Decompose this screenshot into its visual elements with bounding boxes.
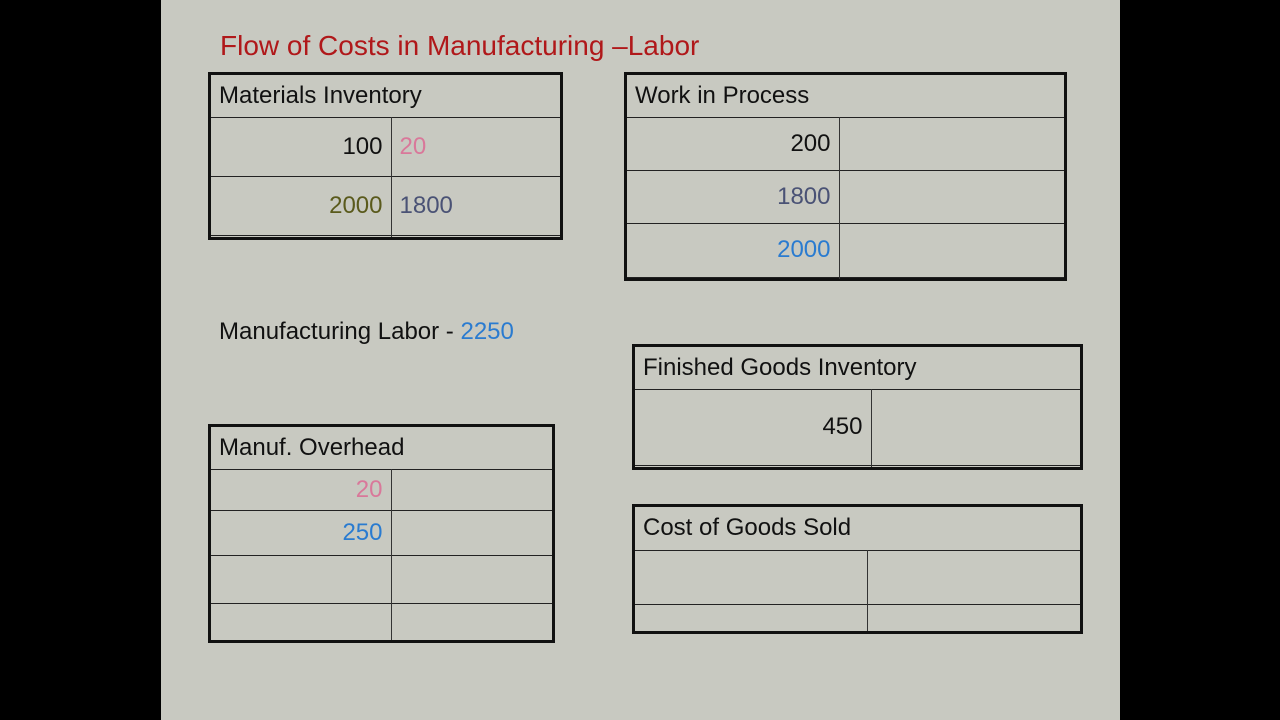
t-account-finished-goods-inventory: Finished Goods Inventory 450 xyxy=(632,344,1083,470)
debit-cell: 200 xyxy=(627,116,840,171)
debit-cell: 100 xyxy=(211,116,392,177)
t-account-materials-inventory: Materials Inventory 100 20 2000 1800 xyxy=(208,72,563,240)
debit-cell: 20 xyxy=(211,468,392,510)
credit-cell: 20 xyxy=(391,116,560,177)
credit-cell xyxy=(391,468,552,510)
credit-cell xyxy=(867,549,1080,604)
account-title: Manuf. Overhead xyxy=(219,433,405,461)
credit-cell xyxy=(867,603,1080,631)
t-account-manuf-overhead: Manuf. Overhead 20 250 xyxy=(208,424,555,643)
account-title: Work in Process xyxy=(635,81,810,109)
debit-cell: 2000 xyxy=(211,175,392,236)
debit-cell xyxy=(211,602,392,640)
account-title: Cost of Goods Sold xyxy=(643,514,852,542)
credit-cell xyxy=(391,235,560,237)
debit-cell xyxy=(627,276,840,278)
credit-cell: 1800 xyxy=(391,175,560,236)
debit-cell xyxy=(635,603,868,631)
debit-cell xyxy=(635,549,868,604)
debit-cell xyxy=(211,554,392,603)
labor-value: 2250 xyxy=(460,318,514,345)
manufacturing-labor-text: Manufacturing Labor - 2250 xyxy=(219,318,514,346)
debit-cell: 250 xyxy=(211,509,392,555)
credit-cell xyxy=(391,554,552,603)
debit-cell xyxy=(211,235,392,237)
credit-cell xyxy=(871,388,1080,466)
credit-cell xyxy=(391,602,552,640)
account-title: Materials Inventory xyxy=(219,81,422,109)
t-account-cost-of-goods-sold: Cost of Goods Sold xyxy=(632,504,1083,634)
credit-cell xyxy=(871,465,1080,467)
debit-cell: 2000 xyxy=(627,223,840,278)
debit-cell: 1800 xyxy=(627,169,840,224)
account-title: Finished Goods Inventory xyxy=(643,353,917,381)
t-account-work-in-process: Work in Process 200 1800 2000 xyxy=(624,72,1067,281)
slide-title: Flow of Costs in Manufacturing –Labor xyxy=(220,30,700,61)
credit-cell xyxy=(839,169,1064,224)
credit-cell xyxy=(839,116,1064,171)
labor-label: Manufacturing Labor - xyxy=(219,318,461,345)
credit-cell xyxy=(839,276,1064,278)
credit-cell xyxy=(839,223,1064,278)
credit-cell xyxy=(391,509,552,555)
debit-cell xyxy=(635,465,872,467)
debit-cell: 450 xyxy=(635,388,872,466)
